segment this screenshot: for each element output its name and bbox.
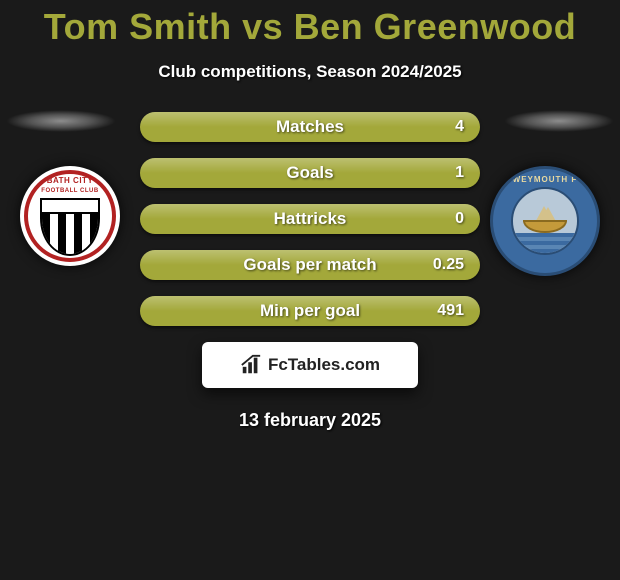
- stat-row: Min per goal 491: [140, 296, 480, 326]
- bath-city-crest: BATH CITY FOOTBALL CLUB: [20, 166, 120, 266]
- crest-right: WEYMOUTH F: [490, 166, 600, 276]
- bar-chart-icon: [240, 354, 262, 376]
- stat-label: Hattricks: [140, 204, 480, 234]
- subtitle: Club competitions, Season 2024/2025: [0, 62, 620, 82]
- stat-right-value: 0.25: [417, 250, 480, 280]
- stat-label: Matches: [140, 112, 480, 142]
- crest-right-label: WEYMOUTH F: [493, 175, 597, 184]
- stat-label: Goals: [140, 158, 480, 188]
- stat-right-value: 491: [421, 296, 480, 326]
- arena: BATH CITY FOOTBALL CLUB WEYMOUTH F: [0, 112, 620, 431]
- page-title: Tom Smith vs Ben Greenwood: [0, 0, 620, 48]
- date-label: 13 february 2025: [0, 410, 620, 431]
- stat-right-value: 1: [439, 158, 480, 188]
- player-left-shadow: [6, 110, 116, 132]
- crest-left-label-1: BATH CITY: [47, 176, 94, 185]
- comparison-card: Tom Smith vs Ben Greenwood Club competit…: [0, 0, 620, 580]
- player-right-shadow: [504, 110, 614, 132]
- crest-left: BATH CITY FOOTBALL CLUB: [20, 166, 120, 266]
- stats-list: Matches 4 Goals 1 Hattricks 0 Goals per …: [140, 112, 480, 326]
- branding-badge[interactable]: FcTables.com: [202, 342, 418, 388]
- stat-row: Matches 4: [140, 112, 480, 142]
- crest-left-label-2: FOOTBALL CLUB: [41, 188, 98, 194]
- weymouth-crest: WEYMOUTH F: [490, 166, 600, 276]
- stat-row: Goals 1: [140, 158, 480, 188]
- stat-right-value: 0: [439, 204, 480, 234]
- stat-row: Hattricks 0: [140, 204, 480, 234]
- branding-text: FcTables.com: [268, 355, 380, 375]
- stat-right-value: 4: [439, 112, 480, 142]
- stat-row: Goals per match 0.25: [140, 250, 480, 280]
